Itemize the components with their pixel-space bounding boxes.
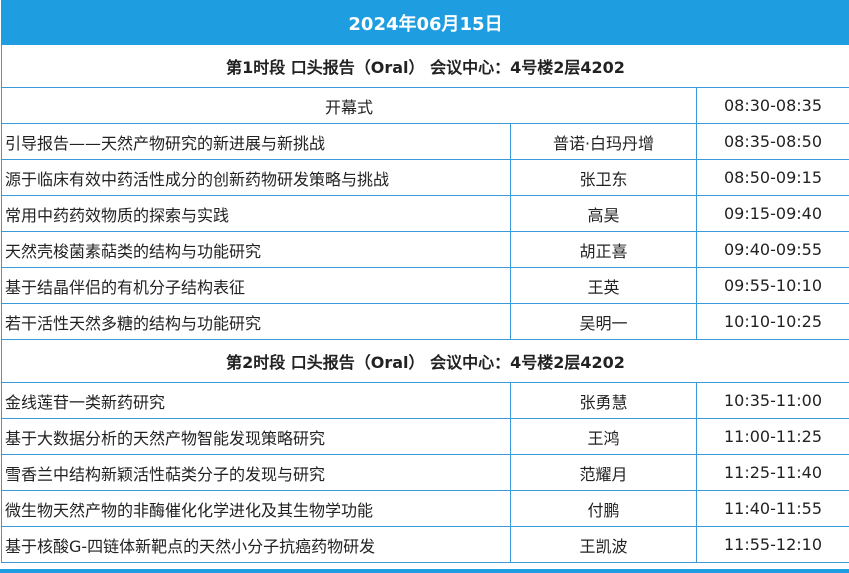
talk-time: 08:35-08:50 [696, 123, 849, 160]
bottom-border [0, 569, 849, 573]
talk-speaker: 张卫东 [510, 159, 697, 196]
talk-row: 金线莲苷一类新药研究 张勇慧 10:35-11:00 [1, 382, 849, 419]
opening-title: 开幕式 [1, 87, 697, 124]
talk-speaker: 普诺·白玛丹增 [510, 123, 697, 160]
talk-time: 09:55-10:10 [696, 267, 849, 304]
talk-speaker: 胡正喜 [510, 231, 697, 268]
date-header: 2024年06月15日 [1, 0, 849, 45]
talk-row: 基于结晶伴侣的有机分子结构表征 王英 09:55-10:10 [1, 267, 849, 304]
talk-row: 源于临床有效中药活性成分的创新药物研发策略与挑战 张卫东 08:50-09:15 [1, 159, 849, 196]
date-header-row: 2024年06月15日 [1, 0, 849, 45]
talk-row: 引导报告——天然产物研究的新进展与新挑战 普诺·白玛丹增 08:35-08:50 [1, 123, 849, 160]
opening-row: 开幕式 08:30-08:35 [1, 87, 849, 124]
talk-row: 基于核酸G-四链体新靶点的天然小分子抗癌药物研发 王凯波 11:55-12:10 [1, 526, 849, 563]
talk-time: 10:10-10:25 [696, 303, 849, 340]
opening-time: 08:30-08:35 [696, 87, 849, 124]
talk-row: 常用中药药效物质的探索与实践 高昊 09:15-09:40 [1, 195, 849, 232]
session-header-row: 第1时段 口头报告（Oral） 会议中心：4号楼2层4202 [1, 44, 849, 88]
talk-title: 金线莲苷一类新药研究 [1, 382, 511, 419]
talk-row: 基于大数据分析的天然产物智能发现策略研究 王鸿 11:00-11:25 [1, 418, 849, 455]
talk-time: 11:55-12:10 [696, 526, 849, 563]
talk-title: 基于核酸G-四链体新靶点的天然小分子抗癌药物研发 [1, 526, 511, 563]
talk-time: 09:15-09:40 [696, 195, 849, 232]
session-header-row: 第2时段 口头报告（Oral） 会议中心：4号楼2层4202 [1, 339, 849, 383]
talk-time: 08:50-09:15 [696, 159, 849, 196]
talk-title: 常用中药药效物质的探索与实践 [1, 195, 511, 232]
talk-title: 天然壳梭菌素萜类的结构与功能研究 [1, 231, 511, 268]
talk-title: 引导报告——天然产物研究的新进展与新挑战 [1, 123, 511, 160]
talk-title: 微生物天然产物的非酶催化化学进化及其生物学功能 [1, 490, 511, 527]
session-title: 第2时段 口头报告（Oral） 会议中心：4号楼2层4202 [1, 339, 849, 383]
talk-title: 源于临床有效中药活性成分的创新药物研发策略与挑战 [1, 159, 511, 196]
talk-speaker: 高昊 [510, 195, 697, 232]
talk-time: 11:00-11:25 [696, 418, 849, 455]
talk-time: 11:40-11:55 [696, 490, 849, 527]
talk-time: 10:35-11:00 [696, 382, 849, 419]
talk-row: 雪香兰中结构新颖活性萜类分子的发现与研究 范耀月 11:25-11:40 [1, 454, 849, 491]
talk-time: 11:25-11:40 [696, 454, 849, 491]
talk-speaker: 付鹏 [510, 490, 697, 527]
talk-speaker: 张勇慧 [510, 382, 697, 419]
talk-speaker: 王英 [510, 267, 697, 304]
talk-speaker: 王鸿 [510, 418, 697, 455]
talk-row: 微生物天然产物的非酶催化化学进化及其生物学功能 付鹏 11:40-11:55 [1, 490, 849, 527]
talk-title: 基于结晶伴侣的有机分子结构表征 [1, 267, 511, 304]
talk-time: 09:40-09:55 [696, 231, 849, 268]
talk-speaker: 范耀月 [510, 454, 697, 491]
talk-title: 雪香兰中结构新颖活性萜类分子的发现与研究 [1, 454, 511, 491]
session-title: 第1时段 口头报告（Oral） 会议中心：4号楼2层4202 [1, 44, 849, 88]
talk-title: 基于大数据分析的天然产物智能发现策略研究 [1, 418, 511, 455]
talk-title: 若干活性天然多糖的结构与功能研究 [1, 303, 511, 340]
talk-speaker: 王凯波 [510, 526, 697, 563]
talk-row: 若干活性天然多糖的结构与功能研究 吴明一 10:10-10:25 [1, 303, 849, 340]
talk-row: 天然壳梭菌素萜类的结构与功能研究 胡正喜 09:40-09:55 [1, 231, 849, 268]
talk-speaker: 吴明一 [510, 303, 697, 340]
